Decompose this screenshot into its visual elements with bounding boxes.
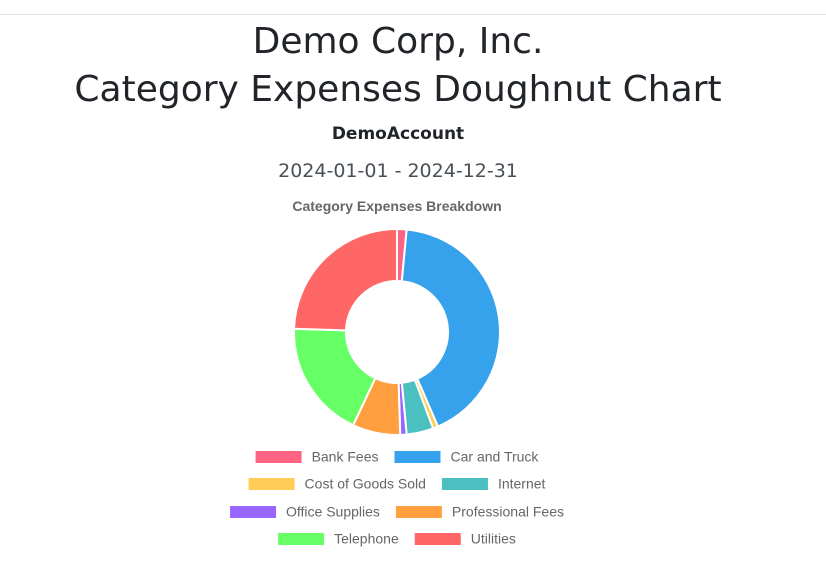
legend-swatch [278, 533, 325, 545]
legend-item-professional-fees[interactable]: Professional Fees [395, 504, 564, 520]
legend-swatch [395, 506, 442, 518]
legend-swatch [414, 533, 461, 545]
slice-car-and-truck[interactable] [400, 228, 501, 428]
date-range: 2024-01-01 - 2024-12-31 [278, 160, 518, 182]
legend-label: Cost of Goods Sold [305, 476, 426, 492]
legend-swatch [248, 478, 295, 490]
slice-utilities[interactable] [293, 227, 398, 332]
legend-label: Professional Fees [452, 504, 564, 520]
top-divider [0, 14, 826, 15]
report-title: Category Expenses Doughnut Chart [74, 69, 722, 110]
doughnut-slices [293, 227, 501, 436]
slice-telephone[interactable] [293, 327, 377, 427]
chart-legend: Bank Fees Car and Truck Cost of Goods Sold… [230, 449, 564, 547]
legend-swatch [394, 451, 441, 463]
legend-item-internet[interactable]: Internet [441, 476, 546, 492]
legend-item-utilities[interactable]: Utilities [414, 531, 516, 547]
legend-item-bank-fees[interactable]: Bank Fees [255, 449, 379, 465]
legend-item-office-supplies[interactable]: Office Supplies [230, 504, 380, 520]
legend-label: Bank Fees [312, 449, 379, 465]
legend-item-car-and-truck[interactable]: Car and Truck [394, 449, 540, 465]
chart-title: Category Expenses Breakdown [292, 198, 501, 214]
legend-label: Internet [498, 476, 546, 492]
legend-label: Office Supplies [286, 504, 380, 520]
legend-label: Utilities [471, 531, 516, 547]
legend-swatch [441, 478, 488, 490]
legend-item-cost-of-goods-sold[interactable]: Cost of Goods Sold [248, 476, 426, 492]
company-name: Demo Corp, Inc. [252, 21, 544, 62]
legend-swatch [230, 506, 277, 518]
legend-item-telephone[interactable]: Telephone [278, 531, 399, 547]
legend-label: Telephone [334, 531, 399, 547]
legend-swatch [255, 451, 302, 463]
legend-label: Car and Truck [451, 449, 540, 465]
account-name: DemoAccount [331, 124, 465, 144]
